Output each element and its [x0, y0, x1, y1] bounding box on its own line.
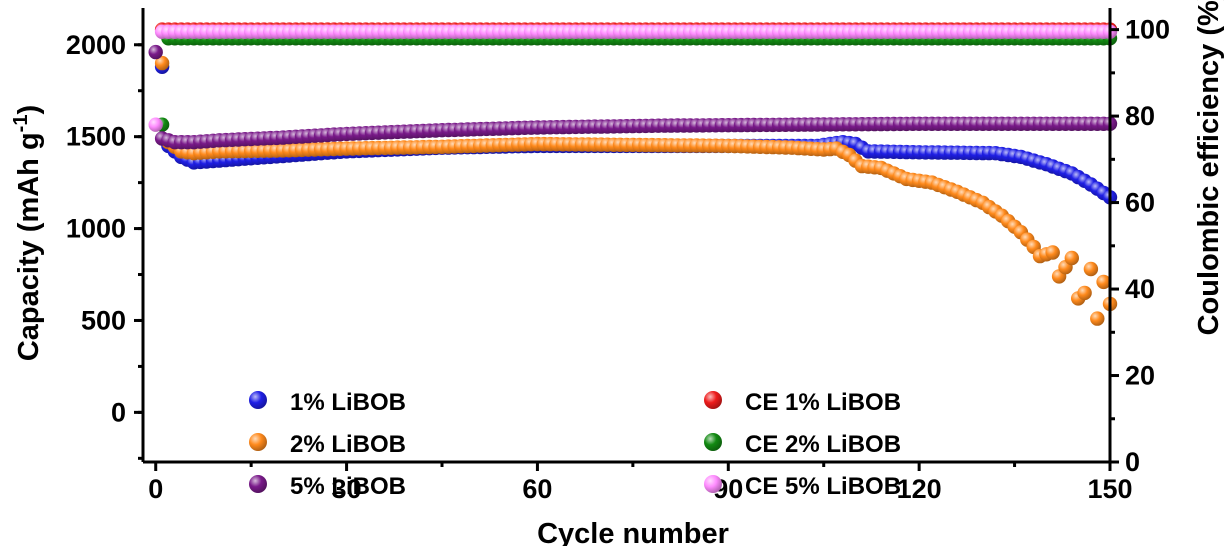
data-point	[1090, 311, 1105, 326]
series-5-libob	[148, 44, 1118, 150]
y2-axis-title: Coulombic efficiency (%)	[1193, 0, 1225, 335]
y-axis-title-superscript: -1	[10, 115, 32, 133]
y-tick-label: 500	[81, 305, 126, 335]
legend-label-5pct: 5% LiBOB	[290, 473, 406, 500]
y-axis-title-main: Capacity (mAh g	[13, 132, 45, 361]
x-tick-label: 0	[148, 474, 163, 504]
data-point	[1045, 245, 1060, 260]
data-point	[1083, 261, 1099, 277]
x-axis-title: Cycle number	[537, 518, 729, 546]
axes: 0 30 60 90 120 150050010001500200002040608010…	[66, 8, 1170, 504]
legend-label-ce-2pct: CE 2% LiBOB	[745, 431, 901, 458]
y2-tick-label: 60	[1125, 188, 1155, 218]
y-tick-label: 0	[111, 397, 126, 427]
legend-label-1pct: 1% LiBOB	[290, 389, 406, 416]
data-point	[1096, 274, 1111, 290]
y-tick-label: 1500	[66, 122, 126, 152]
data-point	[1077, 285, 1092, 301]
data-point	[154, 55, 170, 71]
data-marks	[148, 22, 1118, 326]
y2-tick-label: 40	[1125, 274, 1155, 304]
legend-marker	[249, 433, 267, 451]
data-point	[148, 44, 163, 60]
y-axis-title: Capacity (mAh g-1)	[10, 105, 45, 361]
legend-label-2pct: 2% LiBOB	[290, 431, 406, 458]
x-tick-label: 60	[522, 474, 552, 504]
series-2-libob	[154, 55, 1118, 326]
legend-label-ce-5pct: CE 5% LiBOB	[745, 473, 901, 500]
legend-marker	[704, 475, 722, 493]
y-tick-label: 2000	[66, 30, 126, 60]
x-tick-label: 30	[332, 474, 362, 504]
legend: 1% LiBOB 2% LiBOB 5% LiBOB CE 1% LiBOB C…	[249, 389, 901, 500]
y2-tick-label: 0	[1125, 447, 1140, 477]
data-point	[1064, 250, 1080, 266]
data-point	[148, 117, 163, 132]
legend-marker	[704, 433, 722, 451]
legend-marker	[249, 475, 267, 493]
x-tick-label: 120	[897, 474, 942, 504]
legend-marker	[249, 391, 267, 409]
legend-label-ce-1pct: CE 1% LiBOB	[745, 389, 901, 416]
y2-tick-label: 80	[1125, 101, 1155, 131]
x-tick-label: 150	[1087, 474, 1132, 504]
series-ce-2-libob	[154, 31, 1118, 132]
y2-tick-label: 100	[1125, 15, 1170, 45]
y-tick-label: 1000	[66, 214, 126, 244]
y-axis-title-close: )	[13, 105, 45, 115]
series-ce-5-libob	[148, 24, 1118, 132]
y2-tick-label: 20	[1125, 361, 1155, 391]
legend-marker	[704, 391, 722, 409]
